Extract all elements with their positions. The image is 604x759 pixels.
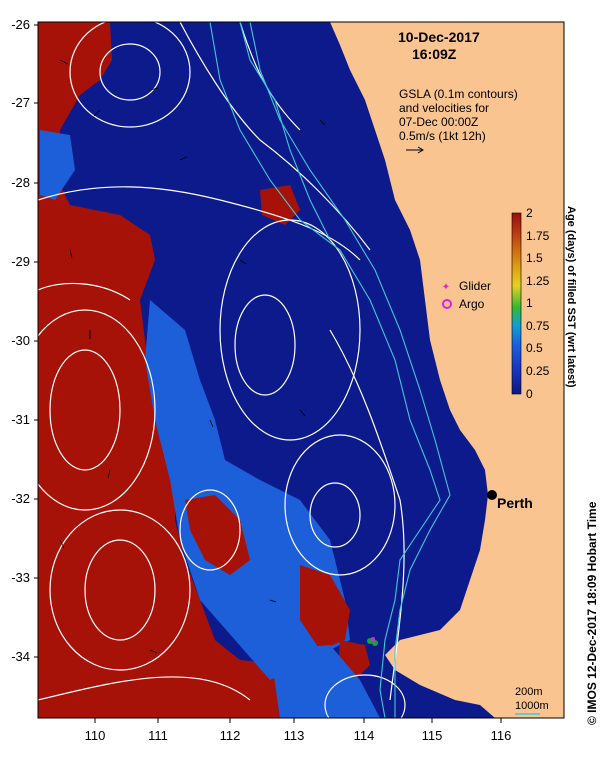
plot-frame — [37, 21, 565, 719]
colorbar-title: Age (days) of filled SST (wrt latest) — [565, 206, 577, 388]
isobath-1000-label: 1000m — [515, 700, 549, 712]
lon-tick-label: 115 — [422, 728, 443, 743]
land-western-australia — [330, 22, 564, 718]
sst-age-old-patch-3 — [260, 185, 300, 225]
credit-text: © IMOS 12-Dec-2017 18:09 Hobart Time — [585, 501, 599, 725]
lat-tick-label: -34 — [11, 649, 30, 664]
gsla-contours — [38, 22, 406, 718]
lon-tick-label: 110 — [85, 728, 106, 743]
lat-tick-label: -30 — [11, 333, 30, 348]
colorbar-tick: 1.25 — [526, 274, 550, 288]
colorbar-tick: 1 — [526, 296, 533, 310]
sst-age-old-patch-2 — [300, 565, 350, 650]
perth-label: Perth — [497, 495, 533, 511]
lon-tick-label: 112 — [220, 728, 241, 743]
lat-tick-label: -28 — [11, 175, 30, 190]
colorbar-tick: 0 — [526, 387, 533, 401]
map-time: 16:09Z — [412, 46, 457, 62]
isobath-200-label: 200m — [515, 686, 543, 698]
argo-marker-icon — [442, 299, 452, 309]
map-date: 10-Dec-2017 — [398, 29, 480, 45]
velocity-arrows — [59, 59, 326, 654]
sst-age-mid-region-north — [40, 130, 75, 200]
gsla-note-line: 0.5m/s (1kt 12h) — [399, 129, 486, 143]
sst-age-old-region-west — [38, 22, 300, 718]
longitude-axis: 110 111 112 113 114 115 116 — [85, 718, 512, 743]
lat-tick-label: -31 — [11, 412, 30, 427]
colorbar-tick: 0.75 — [526, 319, 550, 333]
isobath-legend: 200m 1000m — [515, 686, 549, 715]
lat-tick-label: -29 — [11, 254, 30, 269]
lat-tick-label: -27 — [11, 95, 30, 110]
isobath-lines — [209, 22, 451, 718]
colorbar-tick: 1.5 — [526, 251, 543, 265]
sst-age-mid-region-south — [270, 645, 380, 718]
colorbar-tick: 0.25 — [526, 364, 550, 378]
sst-age-mid-region — [145, 300, 350, 680]
gsla-note-line: GSLA (0.1m contours) — [399, 87, 518, 101]
lon-tick-label: 116 — [491, 728, 512, 743]
colorbar-tick: 1.75 — [526, 229, 550, 243]
lon-tick-label: 113 — [284, 728, 305, 743]
lat-tick-label: -26 — [11, 17, 30, 32]
perth-marker — [487, 490, 497, 500]
gsla-note-line: 07-Dec 00:00Z — [399, 115, 478, 129]
gsla-note-line: and velocities for — [399, 101, 489, 115]
colorbar-scale — [511, 212, 522, 395]
lat-tick-label: -33 — [11, 570, 30, 585]
lon-tick-label: 111 — [148, 728, 168, 743]
latitude-axis: -26 -27 -28 -29 -30 -31 -32 -33 -34 — [11, 17, 38, 664]
glider-marker-icon: ✦ — [442, 282, 450, 293]
colorbar-tick: 2 — [526, 206, 533, 220]
glider-label: Glider — [459, 279, 491, 293]
map-area — [38, 22, 564, 718]
glider-track — [367, 637, 378, 646]
platform-legend: ✦ Glider Argo — [442, 279, 491, 311]
lon-tick-label: 114 — [354, 728, 375, 743]
argo-label: Argo — [459, 297, 485, 311]
colorbar: 2 1.75 1.5 1.25 1 0.75 0.5 0.25 0 Age (d… — [511, 206, 577, 401]
colorbar-tick: 0.5 — [526, 341, 543, 355]
velocity-scale-arrow — [406, 146, 424, 154]
lat-tick-label: -32 — [11, 491, 30, 506]
